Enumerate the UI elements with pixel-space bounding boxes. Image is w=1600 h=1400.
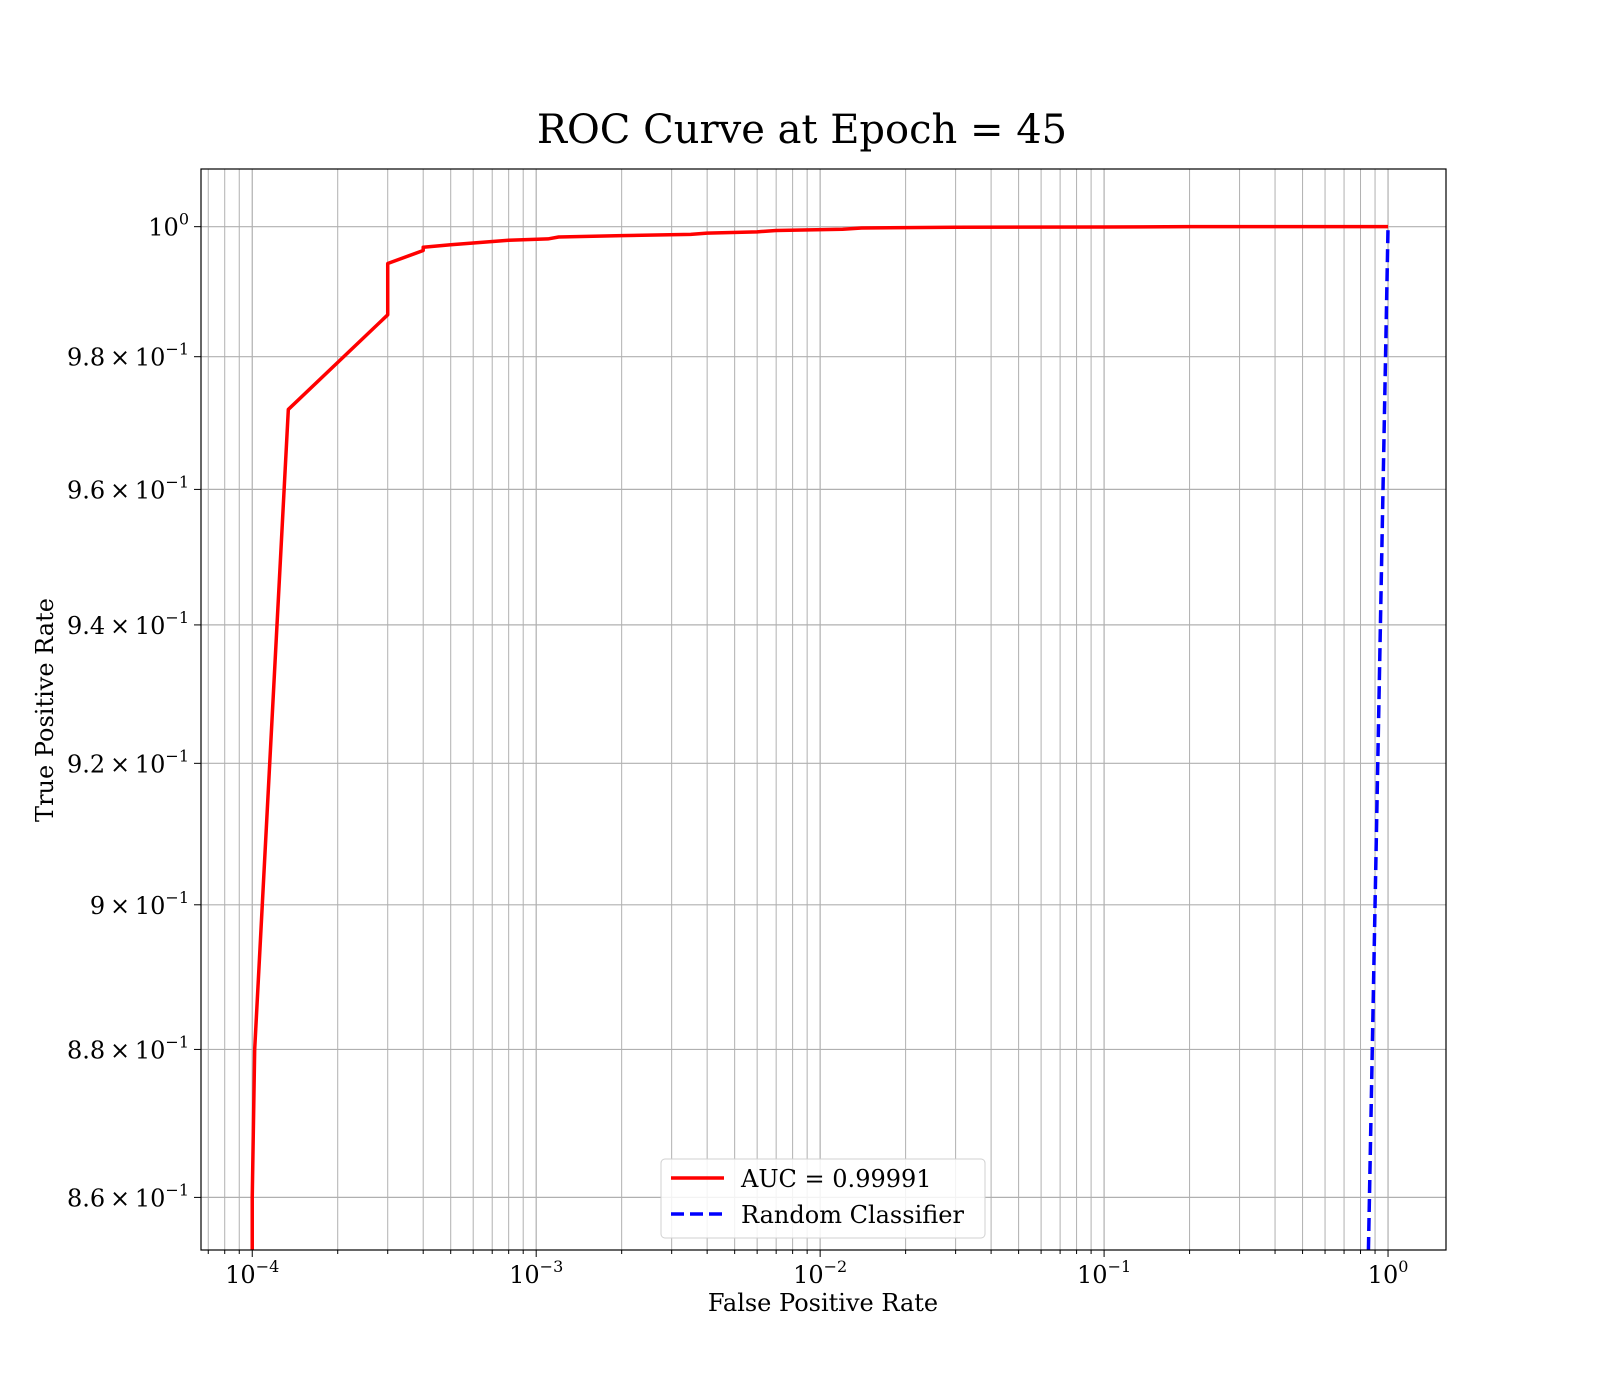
y-axis-label: True Positive Rate xyxy=(31,598,59,822)
y-tick-label: 100 xyxy=(148,210,189,242)
y-tick-label: 9.2 × 10−1 xyxy=(67,746,189,778)
random-classifier-line xyxy=(1366,226,1390,1250)
x-tick-label: 10−2 xyxy=(793,1257,847,1289)
y-tick-label: 8.6 × 10−1 xyxy=(67,1180,189,1212)
x-axis-label: False Positive Rate xyxy=(708,1289,938,1317)
x-tick-label: 10−3 xyxy=(509,1257,563,1289)
grid-lines xyxy=(201,169,1446,1250)
chart-title: ROC Curve at Epoch = 45 xyxy=(537,107,1067,153)
plot-frame xyxy=(200,168,1447,1251)
series-group xyxy=(250,224,1390,1250)
legend-label-auc: AUC = 0.99991 xyxy=(740,1165,932,1193)
legend-label-random: Random Classifier xyxy=(741,1201,964,1229)
y-tick-label: 9.4 × 10−1 xyxy=(67,608,189,640)
axis-ticks: 100 9.8 × 10−1 9.6 × 10−1 9.4 × 10−1 9.2 × 1… xyxy=(67,210,1408,1289)
x-tick-label: 10−4 xyxy=(225,1257,279,1289)
legend: AUC = 0.99991 Random Classifier xyxy=(660,1158,986,1239)
x-tick-label: 10−1 xyxy=(1077,1257,1131,1289)
y-tick-label: 9.8 × 10−1 xyxy=(67,340,189,372)
y-tick-label: 9.6 × 10−1 xyxy=(67,472,189,504)
x-tick-label: 100 xyxy=(1368,1257,1409,1289)
y-tick-label: 8.8 × 10−1 xyxy=(67,1032,189,1064)
y-tick-label: 9 × 10−1 xyxy=(90,888,189,920)
roc-curve-line xyxy=(250,224,1389,1250)
legend-box xyxy=(660,1158,986,1239)
